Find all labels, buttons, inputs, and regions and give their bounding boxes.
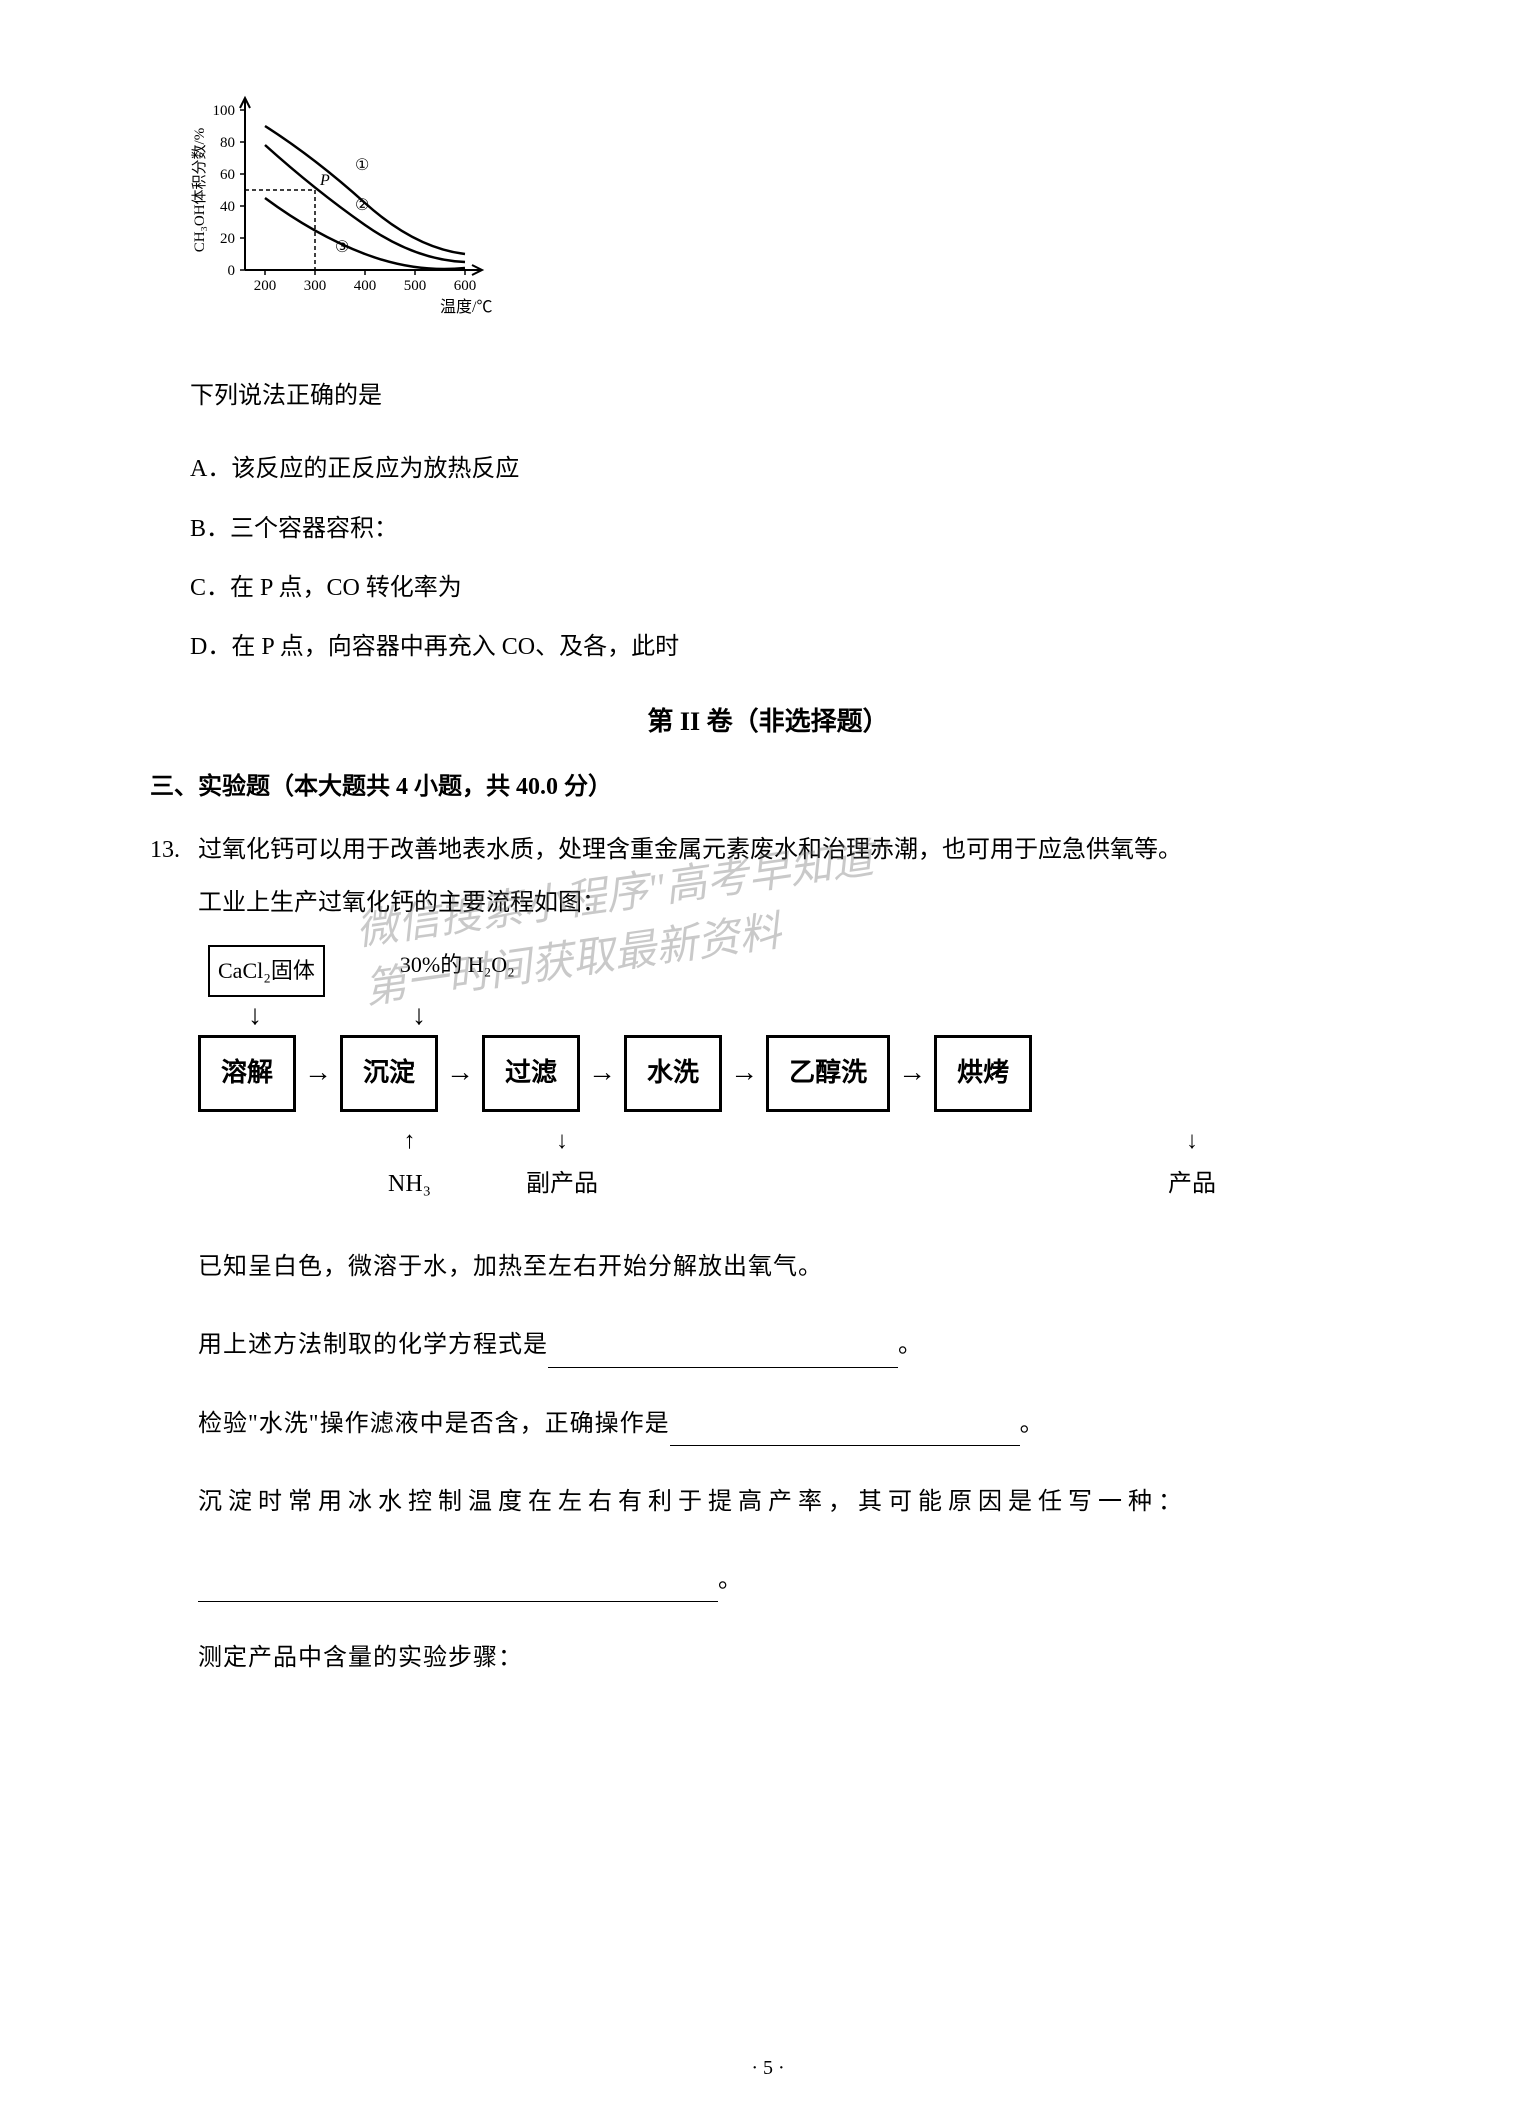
- svg-text:80: 80: [220, 135, 235, 151]
- svg-text:600: 600: [454, 278, 477, 294]
- svg-text:②: ②: [355, 197, 369, 214]
- question-13: 13. 过氧化钙可以用于改善地表水质，处理含重金属元素废水和治理赤潮，也可用于应…: [150, 829, 1386, 1715]
- flow-inputs: CaCl₂固体 30%的 H₂O₂: [208, 945, 1386, 997]
- q13-known: 已知呈白色，微溶于水，加热至左右开始分解放出氧气。: [198, 1246, 1386, 1289]
- chart-svg: 0 20 40 60 80 100 200 300 400 500 600 ① …: [190, 80, 520, 330]
- down-arrow-icon: ↓: [1168, 1120, 1216, 1163]
- down-arrow-icon: ↓: [412, 1002, 426, 1030]
- svg-text:P: P: [319, 172, 330, 189]
- down-arrow-icon: ↓: [248, 1002, 262, 1030]
- right-arrow-icon: →: [446, 1048, 474, 1098]
- flow-boxes-row: 溶解 → 沉淀 → 过滤 → 水洗 → 乙醇洗 → 烘烤: [198, 1035, 1386, 1112]
- right-arrow-icon: →: [304, 1048, 332, 1098]
- flow-top-arrows: ↓ ↓: [248, 1002, 1386, 1030]
- period: 。: [1020, 1411, 1045, 1437]
- q13-temp-blank: 。: [198, 1559, 1386, 1602]
- nh3-label: NH₃: [388, 1163, 431, 1206]
- flow-box-dissolve: 溶解: [198, 1035, 296, 1112]
- question-content: 过氧化钙可以用于改善地表水质，处理含重金属元素废水和治理赤潮，也可用于应急供氧等…: [198, 829, 1386, 1715]
- intro-text: 下列说法正确的是: [190, 375, 1386, 418]
- q13-line1: 过氧化钙可以用于改善地表水质，处理含重金属元素废水和治理赤潮，也可用于应急供氧等…: [198, 829, 1386, 872]
- options-list: A．该反应的正反应为放热反应 B．三个容器容积： C．在 P 点，CO 转化率为…: [190, 448, 1386, 669]
- blank-temp: [198, 1573, 718, 1602]
- wash-prompt-text: 检验"水洗"操作滤液中是否含，正确操作是: [198, 1411, 670, 1437]
- svg-text:300: 300: [304, 278, 327, 294]
- flow-box-ethanol-wash: 乙醇洗: [766, 1035, 890, 1112]
- flow-box-precipitate: 沉淀: [340, 1035, 438, 1112]
- svg-text:0: 0: [228, 263, 236, 279]
- svg-text:①: ①: [355, 157, 369, 174]
- svg-text:500: 500: [404, 278, 427, 294]
- subsection-header: 三、实验题（本大题共 4 小题，共 40.0 分）: [150, 766, 1386, 809]
- blank-wash: [670, 1417, 1020, 1446]
- right-arrow-icon: →: [898, 1048, 926, 1098]
- flow-input-cacl2: CaCl₂固体: [208, 945, 325, 997]
- flow-byproduct: ↓ 副产品: [526, 1120, 598, 1206]
- svg-text:③: ③: [335, 239, 349, 256]
- option-c: C．在 P 点，CO 转化率为: [190, 567, 1386, 610]
- q13-measure-prompt: 测定产品中含量的实验步骤：: [198, 1637, 1386, 1680]
- product-label: 产品: [1168, 1163, 1216, 1206]
- svg-text:60: 60: [220, 167, 235, 183]
- svg-text:CH₃OH体积分数/%: CH₃OH体积分数/%: [191, 128, 208, 252]
- flow-box-wash: 水洗: [624, 1035, 722, 1112]
- flow-bottom-row: ↑ NH₃ ↓ 副产品 ↓ 产品: [198, 1120, 1386, 1206]
- flow-input-h2o2: 30%的 H₂O₂: [400, 945, 515, 997]
- period: 。: [718, 1567, 743, 1593]
- option-b: B．三个容器容积：: [190, 508, 1386, 551]
- flowchart: 微信搜索小程序"高考早知道" 第一时间获取最新资料 CaCl₂固体 30%的 H…: [198, 945, 1386, 1206]
- flow-box-bake: 烘烤: [934, 1035, 1032, 1112]
- up-arrow-icon: ↑: [388, 1120, 431, 1163]
- eq-prompt-text: 用上述方法制取的化学方程式是: [198, 1332, 548, 1358]
- option-d: D．在 P 点，向容器中再充入 CO、及各，此时: [190, 626, 1386, 669]
- flow-nh3: ↑ NH₃: [388, 1120, 431, 1206]
- svg-text:400: 400: [354, 278, 377, 294]
- blank-equation: [548, 1339, 898, 1368]
- right-arrow-icon: →: [588, 1048, 616, 1098]
- flow-product: ↓ 产品: [1168, 1120, 1216, 1206]
- svg-text:200: 200: [254, 278, 277, 294]
- right-arrow-icon: →: [730, 1048, 758, 1098]
- svg-text:100: 100: [213, 103, 236, 119]
- svg-text:温度/℃: 温度/℃: [440, 298, 492, 316]
- flow-box-filter: 过滤: [482, 1035, 580, 1112]
- q13-temp-prompt: 沉淀时常用冰水控制温度在左右有利于提高产率，其可能原因是任写一种：: [198, 1481, 1386, 1524]
- svg-text:40: 40: [220, 199, 235, 215]
- byproduct-label: 副产品: [526, 1163, 598, 1206]
- q13-wash-prompt: 检验"水洗"操作滤液中是否含，正确操作是 。: [198, 1403, 1386, 1446]
- question-number: 13.: [150, 829, 190, 1715]
- chart-figure: 0 20 40 60 80 100 200 300 400 500 600 ① …: [190, 80, 1386, 345]
- q13-line2: 工业上生产过氧化钙的主要流程如图：: [198, 882, 1386, 925]
- temp-prompt-text: 沉淀时常用冰水控制温度在左右有利于提高产率，其可能原因是任写一种：: [198, 1489, 1188, 1515]
- svg-text:20: 20: [220, 231, 235, 247]
- q13-equation-prompt: 用上述方法制取的化学方程式是 。: [198, 1324, 1386, 1367]
- period: 。: [898, 1332, 923, 1358]
- section-header: 第 II 卷（非选择题）: [150, 699, 1386, 746]
- page-number: · 5 ·: [751, 2050, 784, 2086]
- option-a: A．该反应的正反应为放热反应: [190, 448, 1386, 491]
- down-arrow-icon: ↓: [526, 1120, 598, 1163]
